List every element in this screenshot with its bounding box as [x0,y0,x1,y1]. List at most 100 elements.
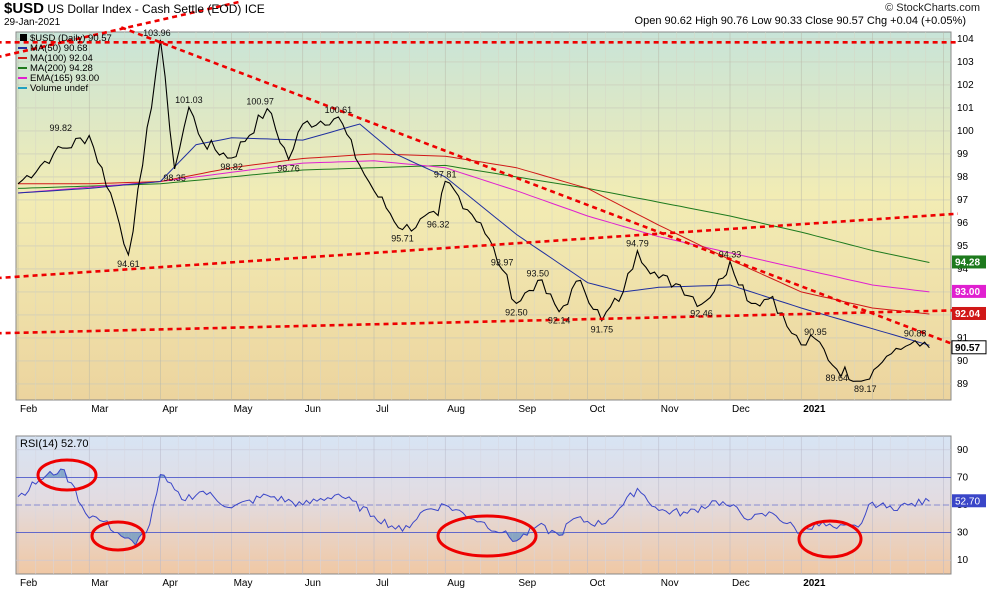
ohlc-readout: Open 90.62 High 90.76 Low 90.33 Close 90… [634,15,966,27]
price-label: 94.79 [626,239,649,249]
price-label: 90.88 [904,329,927,339]
price-label: 93.50 [526,268,549,278]
ma200-line [17,164,930,263]
price-y-tick: 97 [957,195,969,206]
legend-entry: EMA(165) 93.00 [30,73,99,84]
price-y-tick: 99 [957,149,969,160]
rsi-x-axis: Feb Mar Apr May Jun Jul Aug Sep Oct Nov Dec 2021 [20,578,826,589]
price-label: 90.95 [804,327,827,337]
rsi-overbought-fill [53,473,58,478]
price-x-tick: Jul [376,404,389,415]
price-y-tick: 102 [957,80,974,91]
rsi-y-tick: 90 [957,445,969,456]
price-x-tick: Feb [20,404,38,415]
price-panel-bg [15,31,952,401]
exchange: ICE [244,2,265,16]
rsi-x-tick: Nov [661,578,679,589]
rsi-oversold-fill [124,532,129,539]
rsi-oversold-fill [121,532,125,539]
rsi-oversold-fill [794,532,798,534]
price-grid [16,32,951,400]
symbol: $USD [4,0,45,17]
rsi-x-tick: Oct [590,578,606,589]
price-x-tick: Jun [305,404,321,415]
rsi-x-tick: Feb [20,578,38,589]
price-x-tick: Aug [447,404,465,415]
legend-entry: $USD (Daily) 90.57 [30,33,112,44]
value-tag-box [952,306,986,320]
rsi-y-tick: 30 [957,528,969,539]
rsi-oversold-fill [135,532,140,546]
price-x-tick: Dec [732,404,750,415]
price-x-tick: Sep [518,404,536,415]
price-annotations: 99.82 94.61 103.96 98.35 101.03 100.97 98.82 98… [49,28,926,394]
price-x-axis: Feb Mar Apr May Jun Jul Aug Sep Oct Nov Dec 2021 [20,404,826,415]
rsi-circle-2 [90,520,146,552]
legend-entry: MA(200) 94.28 [30,63,93,74]
price-line [17,39,930,382]
rsi-highlight-circles [36,458,863,559]
ma100-line [18,153,930,315]
instrument-name: US Dollar Index - Cash Settle (EOD) [47,2,242,16]
value-tag-box [952,284,986,298]
price-x-tick: Oct [590,404,606,415]
price-y-tick: 95 [957,241,969,252]
rsi-x-tick: Aug [447,578,465,589]
rsi-y-tick: 10 [957,555,969,566]
rsi-overbought-fill [57,469,61,478]
price-y-tick: 90 [957,356,969,367]
rsi-x-tick: Mar [91,578,109,589]
rsi-x-tick: Jun [305,578,321,589]
price-label: 93.97 [491,258,514,268]
rsi-y-tick: 70 [957,472,969,483]
price-label: 98.35 [163,173,186,183]
value-tag-text: 92.04 [955,309,980,320]
chart-date: 29-Jan-2021 [4,17,61,28]
price-label: 98.82 [220,162,243,172]
price-y-tick: 89 [957,379,969,390]
price-x-tick: Nov [661,404,679,415]
price-label: 92.14 [548,316,571,326]
rsi-tag-box [952,494,986,508]
value-tag-text: 93.00 [955,287,980,298]
rsi-oversold-fill [131,532,136,546]
brand-credit: © StockCharts.com [885,2,980,14]
rsi-circle-3 [436,514,538,558]
rsi-line [17,468,930,546]
rsi-overbought-fill [64,469,68,478]
price-label: 96.32 [427,220,450,230]
price-y-tick: 94 [957,264,969,275]
rsi-title: RSI(14) 52.70 [20,438,88,450]
rsi-x-tick: Jul [376,578,389,589]
trendline-4 [0,212,958,280]
price-y-tick: 100 [957,126,974,137]
price-label: 94.61 [117,259,140,269]
value-tag-text: 90.57 [955,343,980,354]
rsi-circle-1 [36,458,98,492]
rsi-overbought-fill [60,469,65,478]
rsi-x-tick: Apr [162,578,178,589]
price-label: 100.61 [325,105,353,115]
rsi-x-tick: Sep [518,578,536,589]
rsi-x-tick: May [234,578,253,589]
price-y-axis: 8990919293949596979899100101102103104 [957,34,974,390]
value-tag-box [951,340,987,355]
trendlines [0,0,959,348]
legend-swatch [20,34,27,41]
value-tag-text: 94.28 [955,257,980,268]
price-y-tick: 98 [957,172,969,183]
rsi-circle-4 [797,519,863,559]
legend-entry: Volume undef [30,83,88,94]
ma50-line [17,123,930,346]
right-value-tags: 94.28 93.00 92.04 90.57 52.70 [951,255,987,508]
price-y-tick: 101 [957,103,974,114]
price-x-tick: Apr [162,404,178,415]
price-label: 100.97 [246,97,274,107]
price-y-tick: 104 [957,34,974,45]
price-label: 101.03 [175,95,203,105]
rsi-tag-text: 52.70 [955,496,980,507]
rsi-x-tick: Dec [732,578,750,589]
chart-header-title: $USD US Dollar Index - Cash Settle (EOD)… [4,0,265,17]
